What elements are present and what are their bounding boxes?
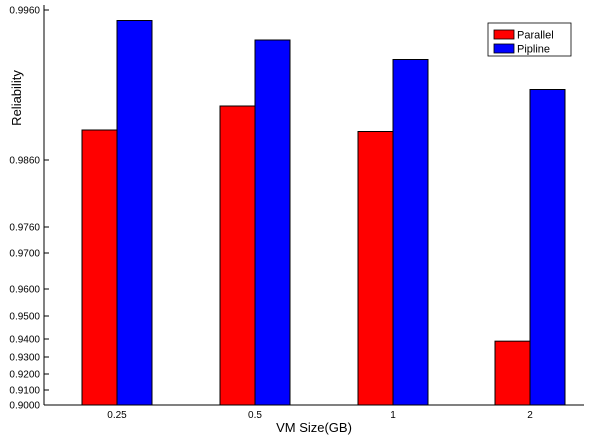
bar-pipline-0.5 bbox=[254, 39, 291, 406]
y-tick-label: 0.9760 bbox=[9, 223, 40, 234]
y-tick-label: 0.9000 bbox=[9, 401, 40, 412]
y-ticks: 0.9000 0.9100 0.9200 0.9300 0.9400 0.9500 0.96… bbox=[9, 6, 49, 412]
bar-parallel-2 bbox=[494, 340, 531, 406]
x-tick-label: 0.5 bbox=[248, 410, 262, 421]
bar-pipline-2 bbox=[529, 89, 566, 406]
y-tick-label: 0.9860 bbox=[9, 156, 40, 167]
y-tick-label: 0.9700 bbox=[9, 249, 40, 260]
x-tick-label: 1 bbox=[390, 410, 396, 421]
y-tick-label: 0.9400 bbox=[9, 335, 40, 346]
y-tick-label: 0.9100 bbox=[9, 386, 40, 397]
x-axis-label: VM Size(GB) bbox=[276, 420, 352, 435]
legend-label-parallel: Parallel bbox=[517, 30, 554, 42]
legend-swatch-pipline bbox=[493, 43, 515, 54]
legend: Parallel Pipline bbox=[487, 22, 572, 57]
legend-swatch-parallel bbox=[493, 29, 515, 40]
bar-parallel-1 bbox=[357, 131, 394, 406]
x-tick-label: 2 bbox=[527, 410, 533, 421]
y-tick-label: 0.9200 bbox=[9, 370, 40, 381]
y-axis-label: Reliability bbox=[9, 70, 24, 126]
bar-pipline-1 bbox=[392, 59, 429, 406]
bar-parallel-0.25 bbox=[81, 129, 118, 406]
bar-parallel-0.5 bbox=[219, 105, 256, 406]
x-tick-label: 0.25 bbox=[107, 410, 127, 421]
bars-layer bbox=[81, 20, 566, 406]
x-ticks: 0.25 0.5 1 2 bbox=[107, 400, 533, 421]
bar-pipline-0.25 bbox=[116, 20, 153, 406]
y-tick-label: 0.9600 bbox=[9, 285, 40, 296]
y-tick-label: 0.9500 bbox=[9, 312, 40, 323]
legend-label-pipline: Pipline bbox=[517, 44, 550, 56]
y-tick-label: 0.9960 bbox=[9, 6, 40, 17]
y-tick-label: 0.9300 bbox=[9, 353, 40, 364]
